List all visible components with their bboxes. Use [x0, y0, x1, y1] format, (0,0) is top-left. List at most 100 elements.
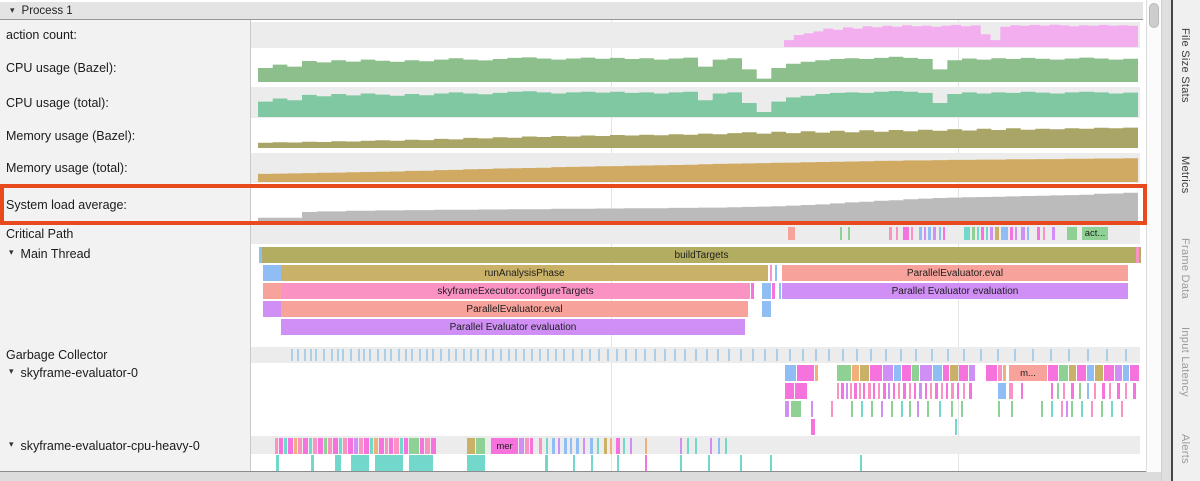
trace-slice[interactable] — [680, 438, 682, 454]
gc-event-tick[interactable] — [384, 349, 386, 361]
trace-slice[interactable] — [1057, 383, 1059, 399]
trace-slice[interactable] — [1125, 383, 1127, 399]
gc-event-tick[interactable] — [485, 349, 487, 361]
trace-slice[interactable] — [1109, 383, 1111, 399]
trace-slice-mer[interactable]: mer — [491, 438, 518, 454]
trace-slice[interactable] — [1001, 227, 1008, 240]
trace-slice[interactable] — [359, 438, 363, 454]
gc-event-tick[interactable] — [1050, 349, 1052, 361]
gc-event-tick[interactable] — [856, 349, 858, 361]
trace-slice[interactable] — [275, 438, 278, 454]
gc-event-tick[interactable] — [1068, 349, 1070, 361]
trace-slice[interactable] — [1071, 401, 1073, 417]
trace-slice[interactable] — [977, 227, 979, 240]
trace-slice[interactable] — [718, 438, 720, 454]
trace-slice[interactable] — [772, 283, 775, 299]
gc-event-tick[interactable] — [589, 349, 591, 361]
tab-file-size-stats[interactable]: File Size Stats — [1179, 28, 1191, 103]
trace-slice[interactable] — [333, 438, 338, 454]
gc-event-tick[interactable] — [531, 349, 533, 361]
trace-slice[interactable] — [420, 438, 424, 454]
gc-event-tick[interactable] — [470, 349, 472, 361]
gc-event-tick[interactable] — [563, 349, 565, 361]
gc-event-tick[interactable] — [635, 349, 637, 361]
trace-slice[interactable] — [1048, 365, 1058, 381]
gc-event-tick[interactable] — [828, 349, 830, 361]
trace-slice[interactable] — [1071, 383, 1074, 399]
gc-event-tick[interactable] — [728, 349, 730, 361]
gc-event-tick[interactable] — [492, 349, 494, 361]
trace-slice[interactable] — [279, 438, 283, 454]
gc-event-tick[interactable] — [342, 349, 344, 361]
trace-slice[interactable] — [617, 455, 619, 471]
gc-event-tick[interactable] — [463, 349, 465, 361]
gc-event-tick[interactable] — [508, 349, 510, 361]
trace-slice[interactable] — [1021, 383, 1023, 399]
trace-slice[interactable] — [946, 383, 948, 399]
trace-slice[interactable] — [298, 438, 302, 454]
trace-slice[interactable] — [894, 365, 901, 381]
trace-slice[interactable] — [1130, 365, 1139, 381]
gc-event-tick[interactable] — [706, 349, 708, 361]
trace-slice[interactable] — [785, 365, 796, 381]
trace-slice[interactable] — [1121, 401, 1123, 417]
gc-event-tick[interactable] — [323, 349, 325, 361]
trace-slice[interactable] — [1095, 365, 1103, 381]
trace-slice[interactable] — [1101, 401, 1103, 417]
gc-event-tick[interactable] — [915, 349, 917, 361]
trace-slice[interactable] — [1087, 365, 1094, 381]
trace-slice[interactable] — [881, 401, 883, 417]
trace-slice[interactable] — [343, 438, 347, 454]
trace-slice[interactable] — [375, 455, 403, 471]
trace-slice[interactable] — [909, 401, 911, 417]
trace-slice[interactable] — [903, 383, 906, 399]
track-canvas-action-count[interactable] — [251, 20, 1140, 50]
trace-slice[interactable] — [1136, 247, 1139, 263]
trace-slice-m-[interactable]: m... — [1009, 365, 1047, 381]
trace-slice[interactable] — [762, 283, 771, 299]
trace-slice[interactable] — [1043, 227, 1045, 240]
gc-event-tick[interactable] — [644, 349, 646, 361]
trace-slice[interactable] — [898, 383, 900, 399]
trace-slice[interactable] — [981, 227, 984, 240]
trace-slice[interactable] — [964, 227, 970, 240]
trace-slice[interactable] — [969, 365, 975, 381]
gc-event-tick[interactable] — [304, 349, 306, 361]
track-canvas-garbage-collector[interactable] — [251, 347, 1140, 363]
trace-slice[interactable] — [1094, 383, 1096, 399]
trace-slice[interactable] — [963, 383, 965, 399]
gc-event-tick[interactable] — [547, 349, 549, 361]
trace-slice[interactable] — [837, 383, 839, 399]
trace-slice[interactable] — [695, 438, 697, 454]
process-header[interactable]: ▾ Process 1 — [0, 2, 1143, 20]
trace-slice[interactable] — [583, 438, 585, 454]
tab-metrics[interactable]: Metrics — [1179, 156, 1191, 194]
trace-slice[interactable] — [1091, 401, 1093, 417]
trace-slice[interactable] — [998, 383, 1006, 399]
gc-event-tick[interactable] — [1125, 349, 1127, 361]
trace-slice-parallel-evaluator-evaluation[interactable]: Parallel Evaluator evaluation — [782, 283, 1128, 299]
trace-slice[interactable] — [409, 438, 419, 454]
trace-slice[interactable] — [328, 438, 332, 454]
trace-slice[interactable] — [939, 227, 941, 240]
track-canvas-main-thread[interactable]: buildTargets runAnalysisPhase ParallelEval… — [251, 244, 1141, 347]
trace-slice-parallelevaluator-eval[interactable]: ParallelEvaluator.eval — [782, 265, 1128, 281]
trace-slice[interactable] — [370, 438, 373, 454]
trace-slice[interactable] — [389, 438, 393, 454]
gc-event-tick[interactable] — [947, 349, 949, 361]
trace-slice[interactable] — [374, 438, 378, 454]
trace-slice[interactable] — [1061, 401, 1063, 417]
trace-slice[interactable] — [1027, 227, 1029, 240]
gc-event-tick[interactable] — [664, 349, 666, 361]
trace-slice[interactable] — [708, 455, 710, 471]
gc-event-tick[interactable] — [572, 349, 574, 361]
gc-event-tick[interactable] — [885, 349, 887, 361]
trace-slice[interactable] — [785, 401, 789, 417]
trace-slice[interactable] — [546, 438, 548, 454]
trace-slice[interactable] — [873, 383, 875, 399]
trace-slice[interactable] — [909, 383, 911, 399]
trace-slice[interactable] — [883, 383, 886, 399]
gc-event-tick[interactable] — [331, 349, 333, 361]
trace-slice[interactable] — [1115, 365, 1122, 381]
trace-slice[interactable] — [878, 383, 880, 399]
